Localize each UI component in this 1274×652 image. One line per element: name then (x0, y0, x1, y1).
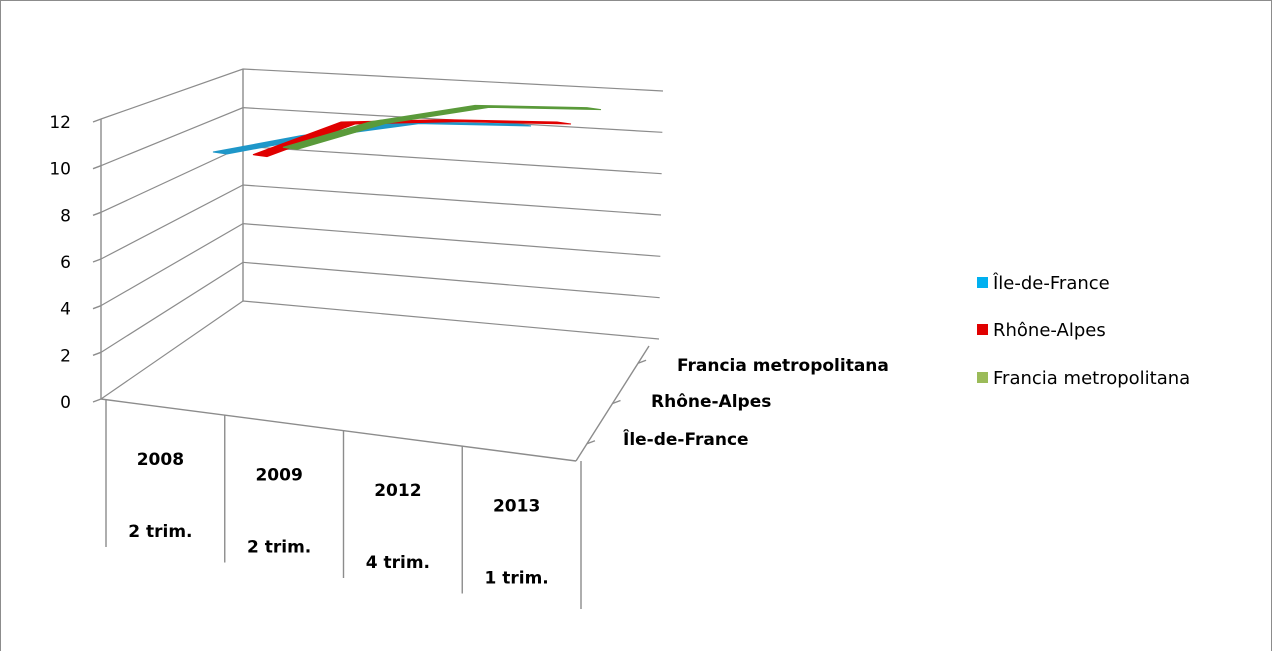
category-period-label: 2 trim. (247, 537, 311, 557)
category-year-label: 2008 (137, 450, 184, 470)
y-tick-label: 8 (60, 206, 71, 226)
category-year-label: 2009 (255, 465, 302, 485)
y-tick-label: 4 (60, 300, 71, 320)
series-layer (213, 105, 601, 156)
legend-swatch (977, 324, 988, 335)
y-tick-label: 12 (49, 113, 71, 133)
y-tick-mark (93, 306, 101, 309)
depth-axis-label: Rhône-Alpes (651, 392, 771, 412)
y-tick-mark (93, 399, 101, 402)
gridline (101, 301, 659, 399)
gridline (101, 69, 663, 119)
legend-label: Francia metropolitana (993, 368, 1190, 389)
gridline (101, 262, 660, 352)
category-period-label: 1 trim. (484, 568, 548, 588)
y-tick-mark (93, 119, 101, 122)
category-year-label: 2013 (493, 496, 540, 516)
y-tick-mark (93, 352, 101, 355)
legend-swatch (977, 277, 988, 288)
legend-label: Île-de-France (992, 272, 1110, 294)
y-tick-mark (93, 212, 101, 215)
grid-layer (101, 69, 663, 399)
gridline (101, 146, 662, 212)
legend: Île-de-France Rhône-Alpes Francia metropol… (977, 272, 1190, 389)
depth-axis-label: Francia metropolitana (677, 356, 889, 376)
label-layer: 0 2 4 6 8 10 12 2008 2 trim. 2009 2 trim. 2012 4 tri… (49, 113, 889, 588)
gridline (101, 108, 662, 166)
y-tick-mark (93, 166, 101, 169)
legend-label: Rhône-Alpes (993, 320, 1106, 341)
y-tick-label: 10 (49, 160, 71, 180)
y-tick-label: 6 (60, 253, 71, 273)
depth-axis-label: Île-de-France (623, 428, 749, 450)
category-period-label: 2 trim. (128, 522, 192, 542)
y-tick-label: 2 (60, 346, 71, 366)
gridline (101, 224, 660, 306)
y-tick-label: 0 (60, 393, 71, 413)
category-period-label: 4 trim. (366, 553, 430, 573)
category-year-label: 2012 (374, 481, 421, 501)
legend-swatch (977, 372, 988, 383)
gridline (101, 185, 661, 259)
y-tick-mark (93, 259, 101, 262)
